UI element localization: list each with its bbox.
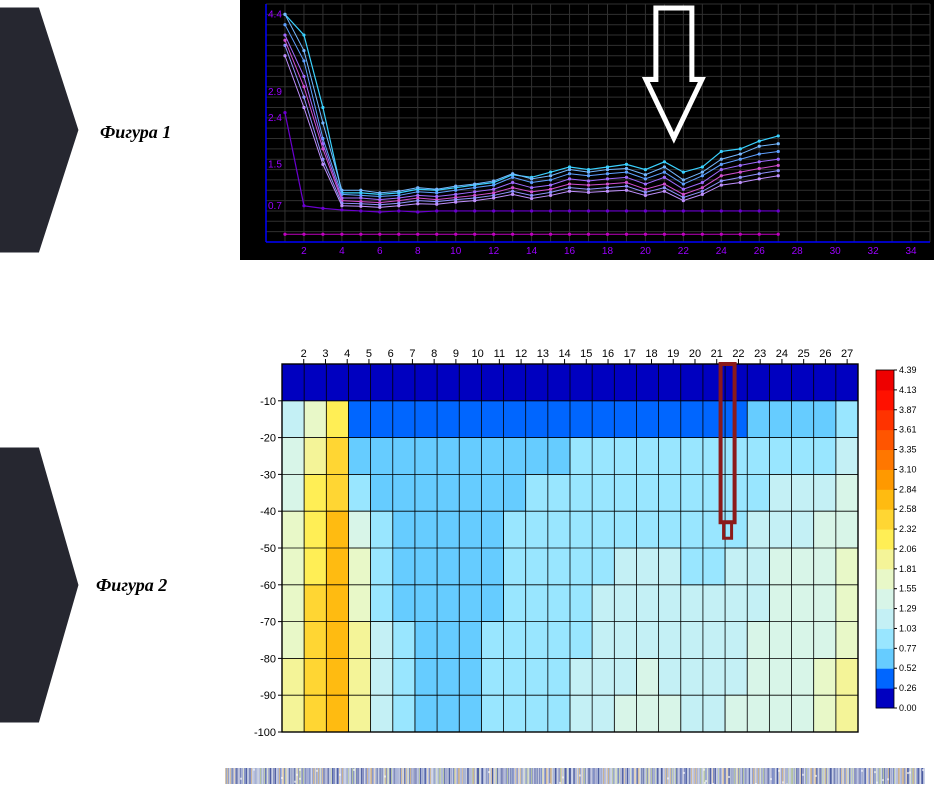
svg-text:3.61: 3.61 xyxy=(899,425,917,435)
svg-text:6: 6 xyxy=(388,348,394,360)
svg-text:30: 30 xyxy=(830,246,842,257)
svg-text:3.35: 3.35 xyxy=(899,445,917,455)
figure2-label: Фигура 2 xyxy=(96,575,167,596)
svg-text:4: 4 xyxy=(344,348,350,360)
svg-text:24: 24 xyxy=(776,348,788,360)
svg-text:-50: -50 xyxy=(260,543,276,555)
svg-text:18: 18 xyxy=(645,348,657,360)
svg-text:2.84: 2.84 xyxy=(899,484,917,494)
decor-arrow-2 xyxy=(0,440,85,730)
svg-text:3: 3 xyxy=(322,348,328,360)
svg-text:24: 24 xyxy=(716,246,728,257)
svg-text:22: 22 xyxy=(678,246,690,257)
svg-text:2: 2 xyxy=(301,348,307,360)
svg-text:3.87: 3.87 xyxy=(899,405,917,415)
svg-text:27: 27 xyxy=(841,348,853,360)
svg-text:4.4: 4.4 xyxy=(268,9,282,20)
svg-text:0.77: 0.77 xyxy=(899,643,917,653)
svg-text:7: 7 xyxy=(409,348,415,360)
svg-text:10: 10 xyxy=(450,246,462,257)
svg-text:34: 34 xyxy=(905,246,917,257)
svg-text:2.9: 2.9 xyxy=(268,87,282,98)
svg-text:8: 8 xyxy=(415,246,421,257)
svg-text:19: 19 xyxy=(667,348,679,360)
svg-text:-70: -70 xyxy=(260,617,276,629)
svg-text:20: 20 xyxy=(640,246,652,257)
svg-text:13: 13 xyxy=(537,348,549,360)
svg-text:16: 16 xyxy=(564,246,576,257)
svg-text:26: 26 xyxy=(819,348,831,360)
svg-text:4.39: 4.39 xyxy=(899,365,917,375)
svg-text:12: 12 xyxy=(488,246,500,257)
figure2-row: Фигура 2 2345678910111213141516171819202… xyxy=(0,340,940,740)
svg-text:9: 9 xyxy=(453,348,459,360)
svg-text:0.52: 0.52 xyxy=(899,663,917,673)
svg-text:0.00: 0.00 xyxy=(899,703,917,713)
chart2-heatmap: 2345678910111213141516171819202122232425… xyxy=(240,340,934,740)
svg-text:1.5: 1.5 xyxy=(268,159,282,170)
chart1-line-plot: 2468101214161820222426283032340.71.52.42… xyxy=(240,0,934,260)
svg-text:-30: -30 xyxy=(260,469,276,481)
svg-text:1.55: 1.55 xyxy=(899,584,917,594)
svg-text:-40: -40 xyxy=(260,506,276,518)
svg-text:15: 15 xyxy=(580,348,592,360)
svg-text:28: 28 xyxy=(792,246,804,257)
svg-text:2.32: 2.32 xyxy=(899,524,917,534)
svg-text:23: 23 xyxy=(754,348,766,360)
svg-text:-100: -100 xyxy=(254,727,276,739)
svg-text:4: 4 xyxy=(339,246,345,257)
svg-text:25: 25 xyxy=(798,348,810,360)
svg-text:1.03: 1.03 xyxy=(899,623,917,633)
svg-text:16: 16 xyxy=(602,348,614,360)
svg-text:0.7: 0.7 xyxy=(268,201,282,212)
svg-text:18: 18 xyxy=(602,246,614,257)
svg-text:14: 14 xyxy=(558,348,570,360)
svg-text:3.10: 3.10 xyxy=(899,464,917,474)
svg-text:26: 26 xyxy=(754,246,766,257)
figure1-row: Фигура 1 2468101214161820222426283032340… xyxy=(0,0,940,260)
figure1-label: Фигура 1 xyxy=(100,122,171,143)
svg-text:2.4: 2.4 xyxy=(268,113,282,124)
svg-text:2.58: 2.58 xyxy=(899,504,917,514)
svg-text:1.81: 1.81 xyxy=(899,564,917,574)
svg-text:2.06: 2.06 xyxy=(899,544,917,554)
svg-text:32: 32 xyxy=(868,246,880,257)
svg-text:20: 20 xyxy=(689,348,701,360)
decor-arrow-1 xyxy=(0,0,85,260)
svg-text:-90: -90 xyxy=(260,690,276,702)
svg-text:-80: -80 xyxy=(260,653,276,665)
svg-text:-10: -10 xyxy=(260,396,276,408)
svg-text:21: 21 xyxy=(711,348,723,360)
svg-text:11: 11 xyxy=(494,348,505,360)
svg-text:8: 8 xyxy=(431,348,437,360)
svg-text:4.13: 4.13 xyxy=(899,385,917,395)
svg-text:6: 6 xyxy=(377,246,383,257)
svg-text:10: 10 xyxy=(471,348,483,360)
svg-text:17: 17 xyxy=(624,348,636,360)
svg-text:2: 2 xyxy=(301,246,307,257)
svg-text:0.26: 0.26 xyxy=(899,683,917,693)
svg-text:5: 5 xyxy=(366,348,372,360)
svg-text:-60: -60 xyxy=(260,580,276,592)
svg-text:14: 14 xyxy=(526,246,538,257)
svg-text:22: 22 xyxy=(732,348,744,360)
noise-strip xyxy=(225,768,925,784)
svg-text:1.29: 1.29 xyxy=(899,604,917,614)
svg-text:-20: -20 xyxy=(260,433,276,445)
svg-text:12: 12 xyxy=(515,348,527,360)
